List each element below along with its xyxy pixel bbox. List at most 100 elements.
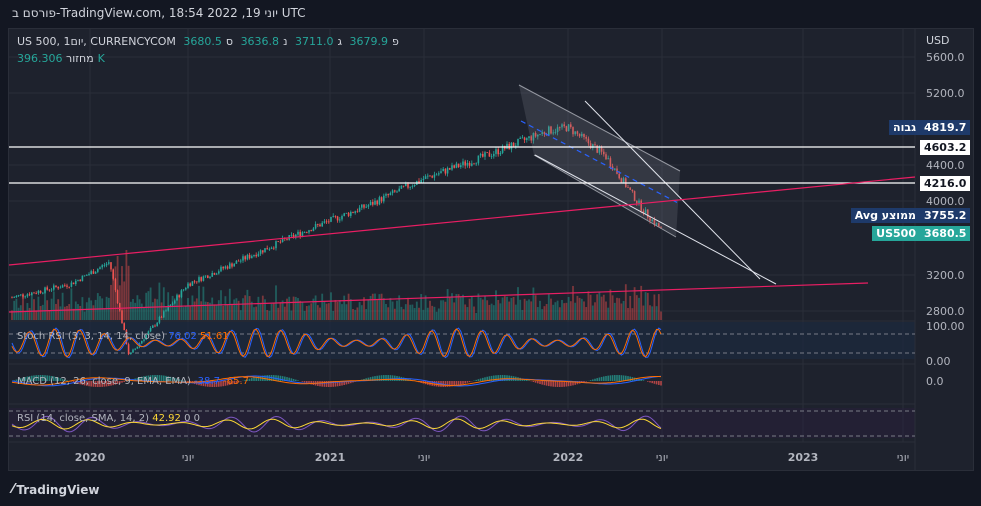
volume-bar — [591, 305, 594, 320]
volume-bar — [110, 284, 112, 320]
candle-body — [541, 132, 543, 134]
currency-label: USD — [926, 34, 950, 47]
volume-bar — [409, 304, 412, 320]
volume-bar — [145, 292, 148, 320]
volume-bar — [422, 309, 425, 320]
macd-histogram-bar — [343, 381, 345, 385]
macd-histogram-bar — [545, 381, 548, 386]
candle-body — [574, 131, 576, 135]
macd-histogram-bar — [152, 375, 154, 381]
candle-body — [484, 152, 486, 157]
candle-body — [497, 149, 499, 155]
macd-histogram-bar — [323, 381, 326, 387]
candle-body — [92, 271, 95, 274]
volume-bar — [508, 301, 511, 320]
macd-histogram-bar — [176, 378, 178, 381]
macd-legend[interactable]: MACD (12, 26, close, 9, EMA, EMA) -38.7 … — [17, 376, 249, 387]
volume-bar — [191, 295, 194, 320]
candle-body — [611, 166, 614, 170]
candle-body — [145, 334, 147, 340]
volume-bar — [429, 300, 431, 320]
volume-bar — [242, 298, 244, 320]
low-label: נ — [283, 35, 288, 48]
volume-bar — [83, 311, 86, 320]
volume-bar — [602, 294, 605, 320]
rsi-legend[interactable]: RSI (14, close, SMA, 14, 2) 42.92 0 0 — [17, 413, 200, 424]
macd-histogram-bar — [603, 376, 605, 381]
candle-body — [638, 200, 640, 204]
macd-histogram-bar — [154, 375, 156, 381]
macd-histogram-bar — [50, 376, 53, 381]
volume-bar — [215, 304, 218, 320]
candle-body — [341, 216, 343, 220]
volume-bar — [657, 294, 660, 320]
macd-histogram-bar — [20, 378, 22, 381]
macd-histogram-bar — [596, 378, 598, 381]
candle-body — [268, 248, 271, 250]
volume-bar — [501, 297, 504, 320]
macd-histogram-bar — [332, 381, 334, 387]
volume-bar — [332, 310, 335, 320]
candle-body — [224, 266, 227, 269]
macd-histogram-bar — [136, 377, 139, 381]
macd-histogram-bar — [611, 375, 614, 381]
stoch-legend[interactable]: Stoch RSI (3, 3, 14, 14, close) 76.02 51… — [17, 331, 229, 342]
blue-dashed-trend — [520, 120, 681, 205]
macd-histogram-bar — [506, 375, 508, 381]
macd-histogram-bar — [570, 381, 572, 386]
macd-histogram-bar — [464, 381, 466, 384]
close-label: ס — [225, 35, 234, 48]
macd-histogram-bar — [92, 381, 95, 387]
macd-histogram-bar — [180, 379, 183, 381]
macd-histogram-bar — [387, 375, 389, 381]
volume-bar — [323, 301, 326, 320]
volume-bar — [200, 301, 203, 320]
candle-body — [149, 327, 152, 332]
macd-histogram-bar — [281, 376, 284, 381]
symbol-legend: US 500, 1יום, CURRENCYCOM פ3679.9 ג3711.… — [17, 35, 403, 48]
long-trend-line-lower — [8, 282, 869, 313]
volume-bar — [74, 301, 77, 320]
macd-histogram-bar — [64, 379, 66, 381]
high-label: ג — [337, 35, 343, 48]
candle-body — [22, 294, 24, 297]
candle-body — [255, 254, 257, 257]
volume-bar — [79, 305, 82, 320]
candle-body — [532, 133, 535, 141]
volume-bar — [182, 307, 185, 320]
volume-bar — [11, 310, 13, 320]
volume-bar — [374, 293, 376, 320]
candle-body — [317, 224, 319, 225]
candle-body — [468, 162, 471, 166]
volume-bar — [189, 306, 192, 320]
macd-histogram-bar — [486, 376, 488, 381]
volume-bar — [629, 295, 632, 320]
macd-histogram-bar — [35, 375, 37, 381]
macd-histogram-bar — [246, 379, 249, 381]
macd-histogram-bar — [286, 377, 288, 381]
volume-bar — [19, 305, 22, 320]
candle-body — [112, 269, 114, 279]
macd-histogram-bar — [231, 381, 233, 385]
candle-body — [435, 174, 438, 176]
volume-bar — [211, 297, 214, 320]
volume-bar — [607, 307, 610, 320]
time-tick-label: יוני — [182, 451, 194, 464]
candle-body — [55, 285, 57, 288]
price-tick-label: 5600.0 — [926, 51, 965, 64]
macd-histogram-bar — [532, 381, 535, 382]
close-value: 3680.5 — [183, 35, 222, 48]
tradingview-brand[interactable]: ⁄⁄ TradingView — [12, 482, 99, 497]
volume-bar — [129, 301, 132, 320]
macd-histogram-bar — [255, 376, 257, 381]
candle-body — [627, 186, 629, 188]
candle-body — [490, 156, 493, 158]
macd-histogram-bar — [268, 375, 271, 381]
macd-histogram-bar — [167, 376, 169, 381]
macd-histogram-bar — [46, 375, 48, 381]
macd-histogram-bar — [330, 381, 332, 387]
volume-bar — [649, 305, 651, 320]
candle-body — [446, 168, 449, 174]
volume-bar — [477, 293, 480, 320]
